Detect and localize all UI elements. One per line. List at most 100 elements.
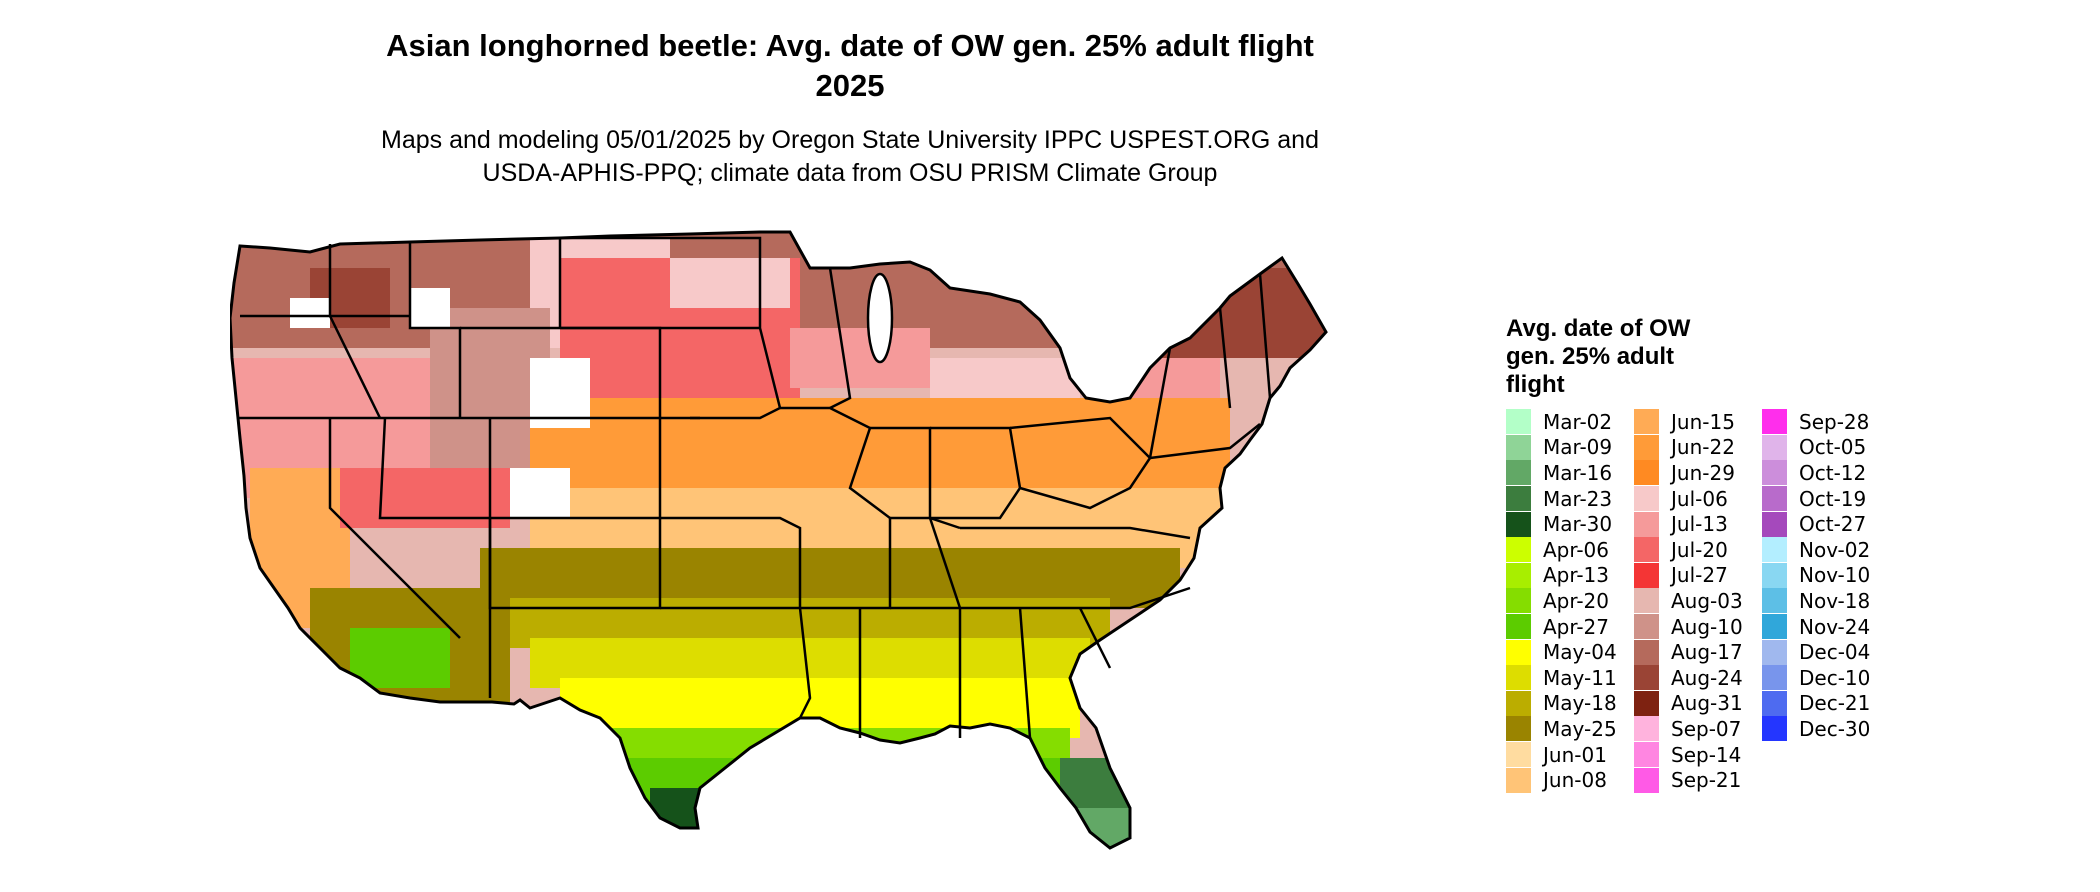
legend-label: May-11 [1543, 665, 1617, 690]
legend-swatch [1506, 434, 1531, 460]
legend-title-line-2: gen. 25% adult [1506, 343, 1675, 370]
title-line-2: 2025 [815, 68, 885, 103]
legend-item: May-11 [1506, 665, 1617, 691]
legend-item: Jun-01 [1506, 742, 1617, 768]
title-line-1: Asian longhorned beetle: Avg. date of OW… [386, 28, 1314, 63]
legend-swatch [1506, 614, 1531, 640]
legend-swatch [1634, 716, 1659, 742]
legend-label: Sep-28 [1799, 409, 1870, 434]
legend-label: Apr-20 [1543, 588, 1609, 613]
legend-swatch [1762, 716, 1787, 742]
legend-swatch [1762, 690, 1787, 716]
legend-swatch [1506, 639, 1531, 665]
legend-label: Jun-15 [1671, 409, 1735, 434]
legend-item: Jun-29 [1634, 460, 1743, 486]
legend-swatch [1506, 742, 1531, 768]
legend-item: Sep-21 [1634, 767, 1743, 793]
legend-label: Dec-10 [1799, 665, 1871, 690]
legend-swatch [1634, 486, 1659, 512]
legend-swatch [1762, 537, 1787, 563]
legend-swatch [1634, 511, 1659, 537]
legend-label: Nov-02 [1799, 537, 1871, 562]
legend-label: Aug-10 [1671, 614, 1743, 639]
legend-label: Dec-30 [1799, 716, 1871, 741]
legend-label: Nov-24 [1799, 614, 1871, 639]
legend-item: Oct-27 [1762, 511, 1870, 537]
legend-item: Oct-05 [1762, 434, 1870, 461]
legend-label: Mar-30 [1543, 512, 1613, 537]
legend-item: May-18 [1506, 690, 1617, 717]
legend-swatch [1506, 665, 1531, 691]
legend-label: Dec-21 [1799, 691, 1871, 716]
legend-label: Aug-03 [1671, 588, 1743, 613]
legend-item: Sep-28 [1762, 409, 1870, 435]
legend-item: Nov-02 [1762, 537, 1870, 563]
subtitle-line-2: USDA-APHIS-PPQ; climate data from OSU PR… [482, 159, 1218, 187]
legend-item: Sep-14 [1634, 742, 1743, 768]
legend-item: Jul-27 [1634, 562, 1743, 589]
legend-swatch [1634, 537, 1659, 563]
legend-swatch [1634, 690, 1659, 716]
legend-swatch [1506, 562, 1531, 588]
legend-item: Jul-13 [1634, 511, 1743, 537]
legend-item: Nov-10 [1762, 562, 1871, 589]
legend-item: Jul-20 [1634, 537, 1743, 563]
legend-label: Apr-06 [1543, 537, 1609, 562]
legend-swatch [1506, 486, 1531, 512]
legend-swatch [1634, 742, 1659, 768]
legend-column: Sep-28 Oct-05 Oct-12 Oct-19 Oct-27 Nov-02 Nov-… [1762, 409, 1870, 742]
legend-item: Dec-10 [1762, 665, 1870, 691]
legend-label: May-18 [1543, 691, 1617, 716]
legend-item: Dec-04 [1762, 639, 1870, 665]
legend-label: May-04 [1543, 640, 1617, 665]
legend-label: Aug-31 [1671, 691, 1743, 716]
legend-label: Dec-04 [1799, 640, 1871, 665]
legend-label: Jun-29 [1671, 460, 1735, 485]
legend-item: Apr-06 [1506, 537, 1617, 563]
legend-label: Aug-17 [1671, 640, 1743, 665]
legend-swatch [1634, 665, 1659, 691]
legend-swatch [1762, 434, 1787, 460]
legend-swatch [1506, 537, 1531, 563]
legend-title: Avg. date of OW gen. 25% adult flight [1506, 315, 1766, 399]
legend-item: Dec-21 [1762, 690, 1871, 717]
legend-label: May-25 [1543, 716, 1617, 741]
legend-item: Aug-10 [1634, 614, 1743, 640]
legend-title-line-1: Avg. date of OW [1506, 315, 1691, 342]
legend-item: Nov-18 [1762, 588, 1870, 614]
legend-swatch [1634, 434, 1659, 460]
legend-label: Nov-10 [1799, 563, 1871, 588]
legend-label: Oct-05 [1799, 435, 1867, 460]
legend-label: Aug-24 [1671, 665, 1743, 690]
legend-column: Jun-15 Jun-22 Jun-29 Jul-06 Jul-13 Jul-20 Jul-… [1634, 409, 1743, 793]
legend-swatch [1506, 767, 1531, 793]
legend-swatch [1506, 409, 1531, 435]
legend-swatch [1762, 486, 1787, 512]
legend-item: Mar-02 [1506, 409, 1617, 435]
us-phenology-map [230, 230, 1328, 850]
legend-label: Jul-13 [1671, 512, 1728, 537]
legend-label: Jun-01 [1543, 742, 1607, 767]
legend-label: Oct-12 [1799, 460, 1867, 485]
legend-column: Mar-02 Mar-09 Mar-16 Mar-23 Mar-30 Apr-06 Apr-… [1506, 409, 1617, 793]
legend-swatch [1762, 460, 1787, 486]
legend-item: Mar-09 [1506, 434, 1617, 461]
legend-item: Jul-06 [1634, 486, 1743, 512]
legend-label: Sep-21 [1671, 768, 1742, 793]
legend-swatch [1762, 665, 1787, 691]
subtitle-line-1: Maps and modeling 05/01/2025 by Oregon S… [381, 126, 1319, 154]
legend-swatch [1634, 409, 1659, 435]
legend-label: Jul-27 [1671, 563, 1728, 588]
legend-item: Apr-27 [1506, 614, 1617, 640]
legend-item: Nov-24 [1762, 614, 1870, 640]
legend-item: Mar-16 [1506, 460, 1617, 486]
legend-swatch [1762, 588, 1787, 614]
legend-label: Sep-14 [1671, 742, 1742, 767]
legend-swatch [1762, 511, 1787, 537]
legend-item: Dec-30 [1762, 716, 1870, 742]
legend-label: Apr-13 [1543, 563, 1609, 588]
legend-item: Mar-23 [1506, 486, 1617, 512]
legend-swatch [1506, 690, 1531, 716]
legend-item: Oct-12 [1762, 460, 1870, 486]
legend-swatch [1634, 614, 1659, 640]
